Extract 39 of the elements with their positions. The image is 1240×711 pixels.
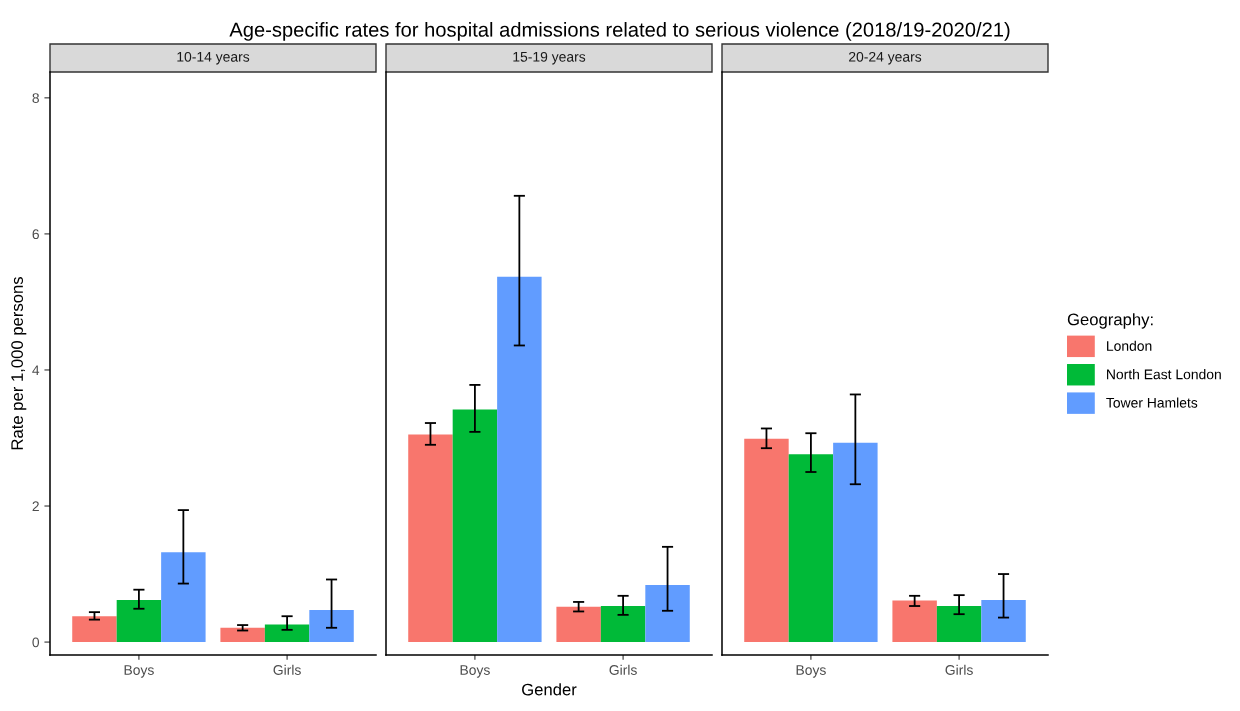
bar bbox=[833, 442, 878, 643]
bar bbox=[264, 624, 310, 643]
text: Age-specific rates for hospital admissions related to serious violence (2018/19-2020/21) bbox=[229, 22, 1010, 41]
bar bbox=[744, 438, 789, 643]
bar bbox=[981, 599, 1026, 643]
bar bbox=[408, 434, 453, 643]
legend-label: North East London bbox=[1107, 369, 1221, 380]
bar bbox=[72, 616, 117, 643]
bar bbox=[309, 610, 354, 643]
x-tick-label: Girls bbox=[609, 664, 637, 675]
x-tick-label: Girls bbox=[945, 664, 973, 675]
bar bbox=[600, 606, 646, 643]
bar bbox=[892, 600, 937, 643]
y-axis-title: Rate per 1,000 persons bbox=[11, 277, 27, 450]
bar bbox=[788, 454, 834, 643]
chart-subtitle: 10-14 years bbox=[177, 51, 250, 65]
x-axis-title: Gender bbox=[522, 683, 577, 696]
y-tick-label: 4 bbox=[32, 365, 40, 375]
bar bbox=[936, 606, 982, 643]
bar bbox=[116, 599, 162, 643]
y-tick-label: 0 bbox=[32, 637, 40, 648]
x-tick-label: Girls bbox=[273, 664, 301, 675]
legend-label: Tower Hamlets bbox=[1106, 397, 1198, 408]
bar bbox=[556, 606, 601, 643]
x-tick-label: Boys bbox=[460, 665, 490, 678]
x-tick-label: Boys bbox=[796, 665, 826, 678]
chart-subtitle: 15-19 years bbox=[513, 51, 586, 65]
bar bbox=[452, 409, 498, 643]
legend-title: Geography: bbox=[1067, 313, 1153, 329]
bar bbox=[645, 584, 690, 643]
legend-label: London bbox=[1107, 340, 1152, 351]
y-tick-label: 6 bbox=[32, 229, 39, 240]
chart-subtitle: 20-24 years bbox=[849, 51, 922, 65]
x-tick-label: Boys bbox=[124, 665, 154, 678]
y-tick-label: 2 bbox=[32, 501, 39, 512]
bar bbox=[220, 627, 265, 643]
y-tick-label: 8 bbox=[32, 93, 39, 104]
bar bbox=[497, 276, 542, 643]
bar bbox=[161, 552, 206, 643]
